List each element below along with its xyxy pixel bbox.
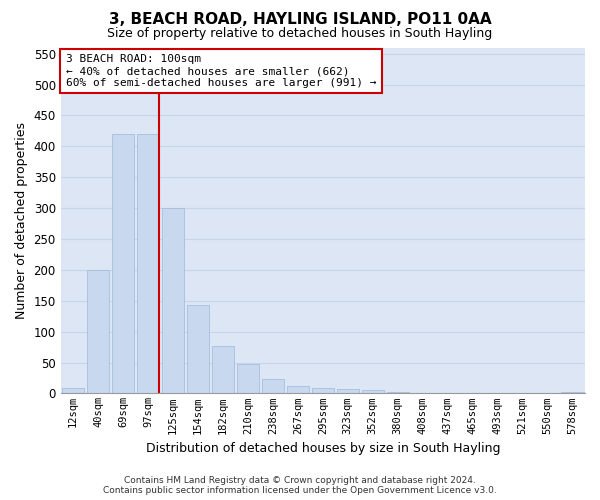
- Bar: [137, 134, 159, 394]
- Y-axis label: Number of detached properties: Number of detached properties: [15, 122, 28, 319]
- Bar: [262, 379, 284, 394]
- Bar: [311, 388, 334, 394]
- Bar: [236, 364, 259, 394]
- Text: 3, BEACH ROAD, HAYLING ISLAND, PO11 0AA: 3, BEACH ROAD, HAYLING ISLAND, PO11 0AA: [109, 12, 491, 28]
- Bar: [287, 386, 309, 394]
- Bar: [412, 393, 434, 394]
- Bar: [212, 346, 234, 394]
- Bar: [162, 208, 184, 394]
- Bar: [112, 134, 134, 394]
- Bar: [87, 270, 109, 394]
- Text: 3 BEACH ROAD: 100sqm
← 40% of detached houses are smaller (662)
60% of semi-deta: 3 BEACH ROAD: 100sqm ← 40% of detached h…: [66, 54, 376, 88]
- X-axis label: Distribution of detached houses by size in South Hayling: Distribution of detached houses by size …: [146, 442, 500, 455]
- Text: Contains HM Land Registry data © Crown copyright and database right 2024.
Contai: Contains HM Land Registry data © Crown c…: [103, 476, 497, 495]
- Bar: [62, 388, 85, 394]
- Text: Size of property relative to detached houses in South Hayling: Size of property relative to detached ho…: [107, 28, 493, 40]
- Bar: [187, 305, 209, 394]
- Bar: [362, 390, 384, 394]
- Bar: [561, 392, 584, 394]
- Bar: [386, 392, 409, 394]
- Bar: [337, 389, 359, 394]
